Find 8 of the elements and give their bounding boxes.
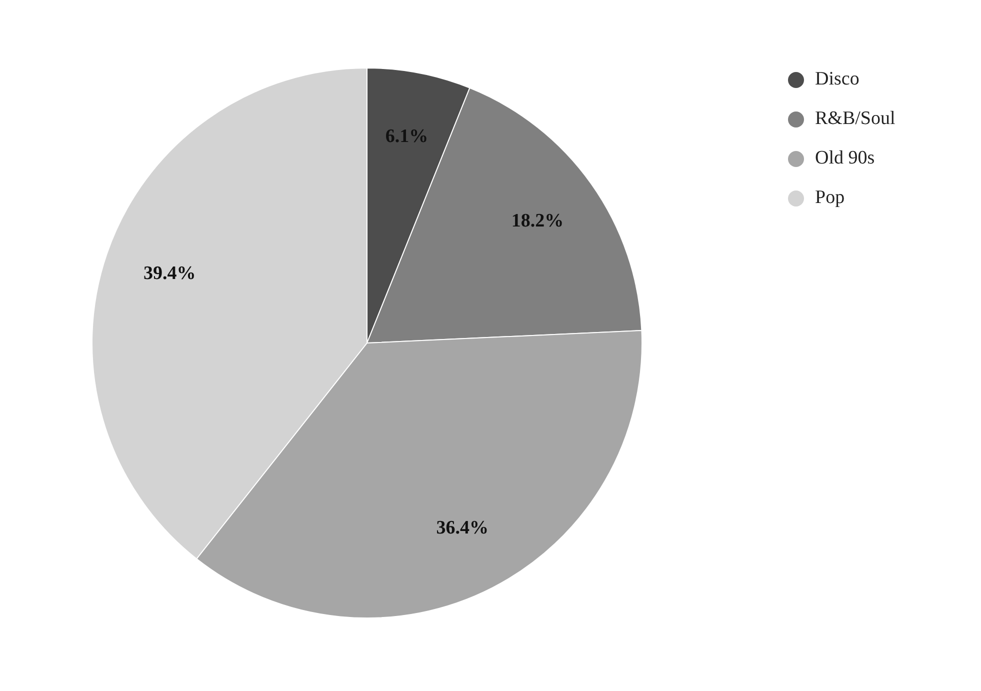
legend-label: Old 90s xyxy=(815,147,875,168)
data-label: 36.4% xyxy=(436,517,489,538)
legend-label: Disco xyxy=(815,68,860,90)
data-label: 39.4% xyxy=(143,262,196,284)
data-label: 6.1% xyxy=(385,126,428,148)
data-label: 18.2% xyxy=(511,210,564,232)
legend-label: R&B/Soul xyxy=(815,108,896,129)
legend-label: Pop xyxy=(815,186,845,208)
